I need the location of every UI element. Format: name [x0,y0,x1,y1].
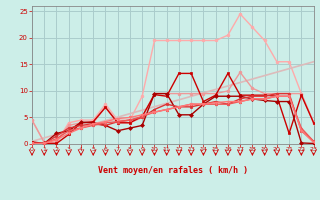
X-axis label: Vent moyen/en rafales ( km/h ): Vent moyen/en rafales ( km/h ) [98,166,248,175]
